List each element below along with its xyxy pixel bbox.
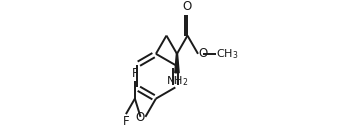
Polygon shape [175, 54, 179, 73]
Text: O: O [183, 0, 192, 14]
Text: O: O [199, 47, 208, 60]
Text: O: O [135, 111, 145, 124]
Text: NH$_2$: NH$_2$ [166, 74, 188, 88]
Text: CH$_3$: CH$_3$ [216, 47, 239, 61]
Text: F: F [123, 116, 129, 128]
Text: F: F [132, 67, 138, 80]
